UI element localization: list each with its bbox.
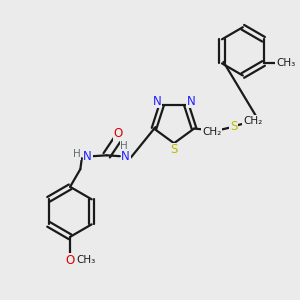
Text: S: S (230, 120, 237, 133)
Text: O: O (65, 254, 75, 267)
Text: H: H (73, 149, 80, 159)
Text: S: S (170, 143, 178, 156)
Text: N: N (153, 95, 162, 108)
Text: CH₃: CH₃ (276, 58, 295, 68)
Text: N: N (186, 95, 195, 108)
Text: N: N (121, 150, 130, 163)
Text: CH₂: CH₂ (243, 116, 262, 126)
Text: O: O (114, 127, 123, 140)
Text: CH₃: CH₃ (76, 255, 96, 266)
Text: CH₂: CH₂ (202, 127, 221, 136)
Text: H: H (120, 141, 128, 151)
Text: N: N (83, 150, 92, 163)
